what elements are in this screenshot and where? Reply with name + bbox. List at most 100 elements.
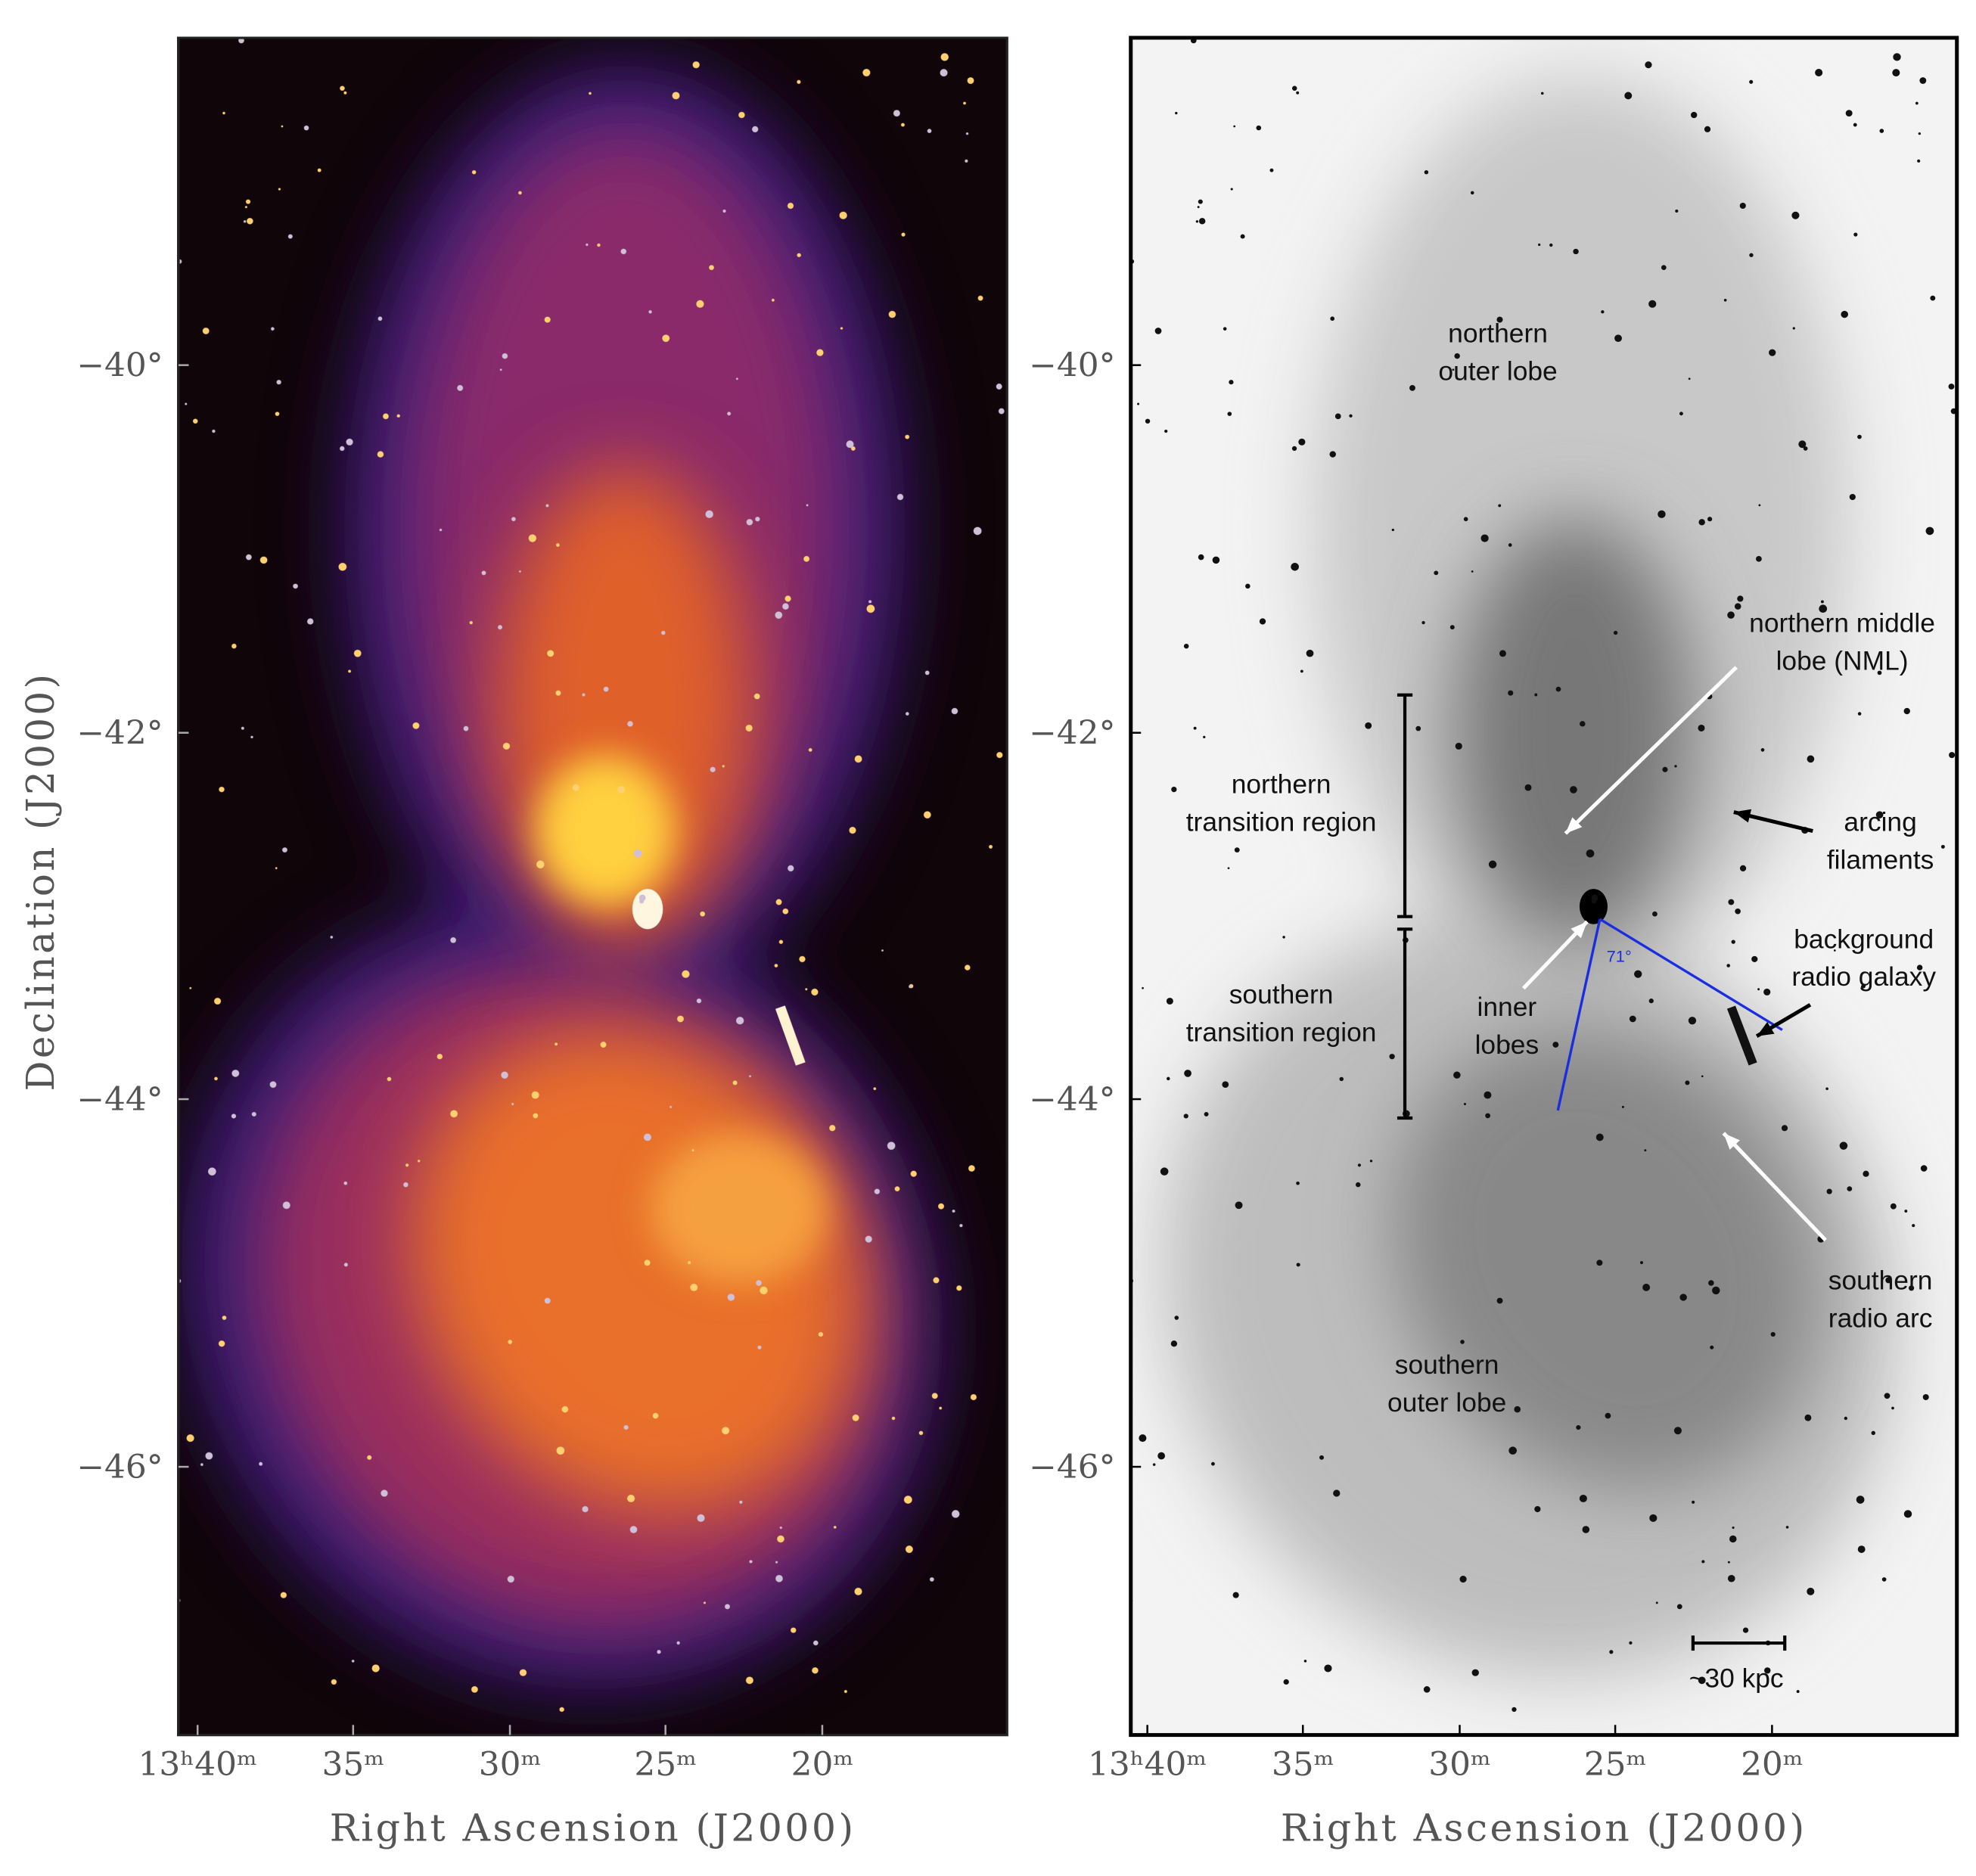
annotation: filaments bbox=[1827, 846, 1934, 875]
source bbox=[1708, 1280, 1714, 1286]
source bbox=[1853, 232, 1858, 237]
source bbox=[1508, 690, 1514, 696]
source bbox=[519, 570, 521, 573]
source bbox=[1137, 402, 1140, 405]
source bbox=[905, 1545, 913, 1553]
source bbox=[1139, 1434, 1147, 1443]
source bbox=[1642, 1284, 1651, 1291]
source bbox=[1506, 1042, 1510, 1046]
source bbox=[1197, 206, 1200, 209]
source bbox=[657, 1650, 661, 1654]
annotation: inner bbox=[1477, 992, 1537, 1022]
source bbox=[1303, 1660, 1307, 1663]
source bbox=[307, 618, 314, 625]
source bbox=[1470, 191, 1474, 195]
source bbox=[1234, 847, 1240, 853]
source bbox=[231, 1113, 237, 1119]
source bbox=[690, 1284, 698, 1291]
source bbox=[348, 669, 351, 673]
source bbox=[371, 1664, 380, 1673]
source bbox=[1857, 712, 1862, 716]
source bbox=[940, 53, 949, 61]
source bbox=[952, 1210, 955, 1213]
source bbox=[996, 384, 1002, 390]
annotation: outer lobe bbox=[1438, 357, 1557, 387]
source bbox=[1949, 752, 1956, 759]
source bbox=[531, 1091, 539, 1099]
source bbox=[905, 712, 909, 716]
x-tick-label: 20ᵐ bbox=[791, 1746, 854, 1784]
source bbox=[918, 1430, 924, 1436]
source bbox=[1661, 265, 1667, 271]
source bbox=[1825, 1087, 1828, 1091]
source bbox=[502, 353, 508, 359]
source bbox=[791, 1627, 797, 1633]
source bbox=[839, 211, 847, 219]
source bbox=[518, 191, 522, 195]
source bbox=[778, 940, 784, 944]
source bbox=[1849, 493, 1856, 501]
source bbox=[1296, 1263, 1300, 1267]
source bbox=[405, 1163, 409, 1167]
source bbox=[282, 847, 287, 853]
source bbox=[439, 528, 443, 532]
source bbox=[1723, 298, 1727, 302]
source bbox=[757, 1345, 762, 1350]
source bbox=[555, 1042, 558, 1046]
source bbox=[1259, 618, 1266, 625]
source bbox=[893, 110, 900, 117]
source bbox=[208, 1167, 216, 1176]
source bbox=[287, 234, 293, 239]
scale-bar-label: ~30 kpc bbox=[1689, 1664, 1784, 1694]
source bbox=[1480, 534, 1489, 542]
source bbox=[259, 556, 268, 564]
source bbox=[1845, 110, 1853, 117]
y-tick-label: −40° bbox=[1029, 347, 1115, 385]
source bbox=[704, 1601, 706, 1604]
source bbox=[1183, 1113, 1188, 1119]
source bbox=[956, 1285, 962, 1291]
source bbox=[965, 964, 971, 971]
source bbox=[705, 510, 713, 518]
source bbox=[1570, 786, 1577, 794]
source bbox=[1756, 556, 1762, 562]
source bbox=[905, 434, 910, 439]
source bbox=[1804, 1414, 1812, 1421]
source bbox=[970, 1394, 977, 1400]
radio-image-color bbox=[178, 37, 1008, 1735]
source bbox=[1863, 1170, 1869, 1177]
annotation: lobes bbox=[1475, 1030, 1539, 1060]
source bbox=[471, 1686, 478, 1693]
source bbox=[1157, 1452, 1166, 1460]
annotation: transition region bbox=[1186, 808, 1377, 837]
source bbox=[281, 125, 284, 128]
source bbox=[589, 92, 592, 95]
source bbox=[1195, 220, 1199, 223]
source bbox=[1330, 316, 1335, 321]
source bbox=[1601, 310, 1605, 314]
x-tick-label: 13ʰ40ᵐ bbox=[138, 1746, 257, 1784]
source bbox=[251, 1111, 256, 1117]
source bbox=[1496, 316, 1503, 323]
source bbox=[1760, 748, 1765, 752]
source bbox=[1455, 742, 1462, 750]
source bbox=[1871, 1430, 1875, 1436]
source bbox=[1223, 327, 1227, 331]
source bbox=[1212, 556, 1220, 564]
source bbox=[528, 534, 536, 542]
source bbox=[1227, 867, 1230, 870]
source bbox=[1365, 722, 1372, 729]
source bbox=[597, 243, 601, 247]
source bbox=[775, 1561, 778, 1564]
source bbox=[938, 1203, 944, 1210]
source bbox=[1291, 563, 1299, 571]
source bbox=[927, 129, 932, 133]
source bbox=[1596, 1259, 1603, 1266]
source bbox=[1634, 970, 1642, 978]
source bbox=[519, 1669, 527, 1676]
source bbox=[1296, 91, 1300, 95]
source bbox=[200, 1463, 204, 1466]
source bbox=[1857, 1545, 1866, 1553]
source bbox=[682, 970, 690, 978]
source bbox=[1757, 988, 1760, 991]
